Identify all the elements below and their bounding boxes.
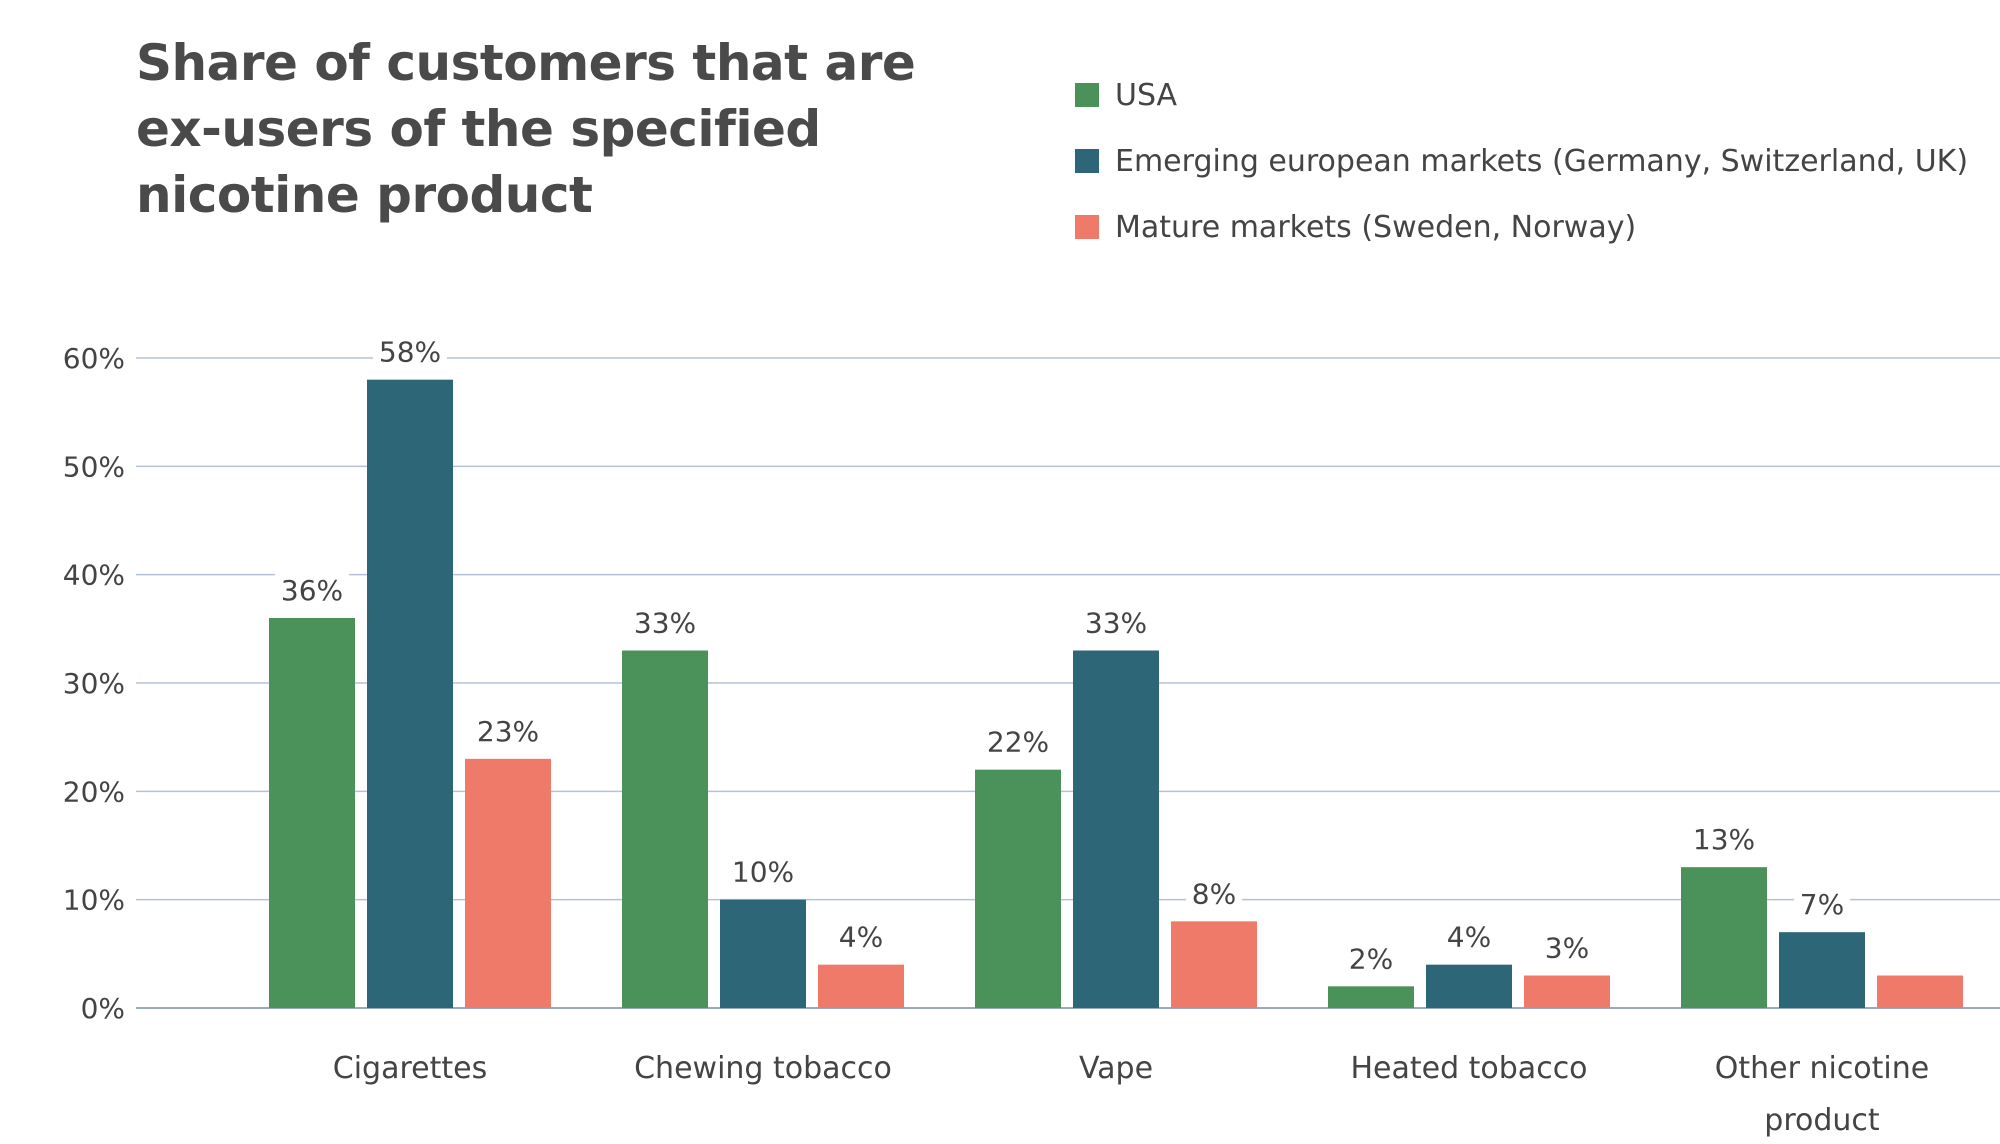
x-category-label: product (1764, 1103, 1880, 1138)
data-label-background (373, 331, 447, 372)
y-tick-label: 30% (63, 667, 125, 700)
data-label: 4% (839, 921, 883, 954)
legend-swatch-usa (1075, 83, 1099, 107)
data-label: 2% (1349, 942, 1393, 975)
legend: USA Emerging european markets (Germany, … (1075, 62, 1968, 260)
x-category-label: Heated tobacco (1350, 1051, 1587, 1086)
bar (1779, 932, 1865, 1008)
data-label: 10% (732, 856, 794, 889)
legend-swatch-mature-markets (1075, 215, 1099, 239)
bar (818, 964, 904, 1008)
y-tick-label: 10% (63, 884, 125, 917)
bar (465, 758, 551, 1008)
y-tick-label: 40% (63, 559, 125, 592)
data-label: 36% (281, 574, 343, 607)
bar (720, 899, 806, 1008)
x-category-label: Cigarettes (333, 1051, 487, 1086)
data-label: 23% (477, 715, 539, 748)
data-label: 33% (1085, 607, 1147, 640)
bar (1681, 867, 1767, 1008)
legend-label-emerging-markets: Emerging european markets (Germany, Swit… (1115, 143, 1969, 179)
legend-label-usa: USA (1115, 77, 1178, 113)
data-label: 33% (634, 607, 696, 640)
bar (269, 618, 355, 1008)
chart-title: Share of customers that are ex-users of … (136, 34, 916, 224)
data-label: 7% (1800, 888, 1844, 921)
data-label: 3% (1545, 932, 1589, 965)
data-label: 4% (1447, 921, 1491, 954)
data-label: 58% (379, 336, 441, 369)
data-label-background (275, 570, 349, 610)
legend-item-usa: USA (1075, 62, 1968, 128)
data-label-background (833, 916, 889, 957)
legend-swatch-emerging-markets (1075, 149, 1099, 173)
data-label: 22% (987, 726, 1049, 759)
x-category-label: Other nicotine (1715, 1051, 1929, 1086)
bar (367, 379, 453, 1009)
data-label-background (1441, 916, 1497, 957)
data-label-background (726, 851, 800, 892)
data-label-background (1687, 819, 1761, 860)
data-label: 13% (1693, 823, 1755, 856)
bar (975, 769, 1061, 1008)
bar (1524, 975, 1610, 1008)
legend-item-emerging-markets: Emerging european markets (Germany, Swit… (1075, 128, 1968, 194)
data-label-background (1343, 938, 1399, 979)
data-label-background (1186, 873, 1242, 914)
y-tick-label: 20% (63, 775, 125, 808)
bar (1877, 975, 1963, 1008)
y-tick-label: 60% (63, 342, 125, 375)
x-category-label: Chewing tobacco (634, 1051, 892, 1086)
data-label-background (981, 721, 1055, 762)
bar (622, 650, 708, 1008)
legend-label-mature-markets: Mature markets (Sweden, Norway) (1115, 209, 1637, 245)
data-label-background (471, 710, 545, 751)
data-label: 8% (1192, 877, 1236, 910)
bar (1328, 986, 1414, 1008)
bar (1171, 921, 1257, 1008)
x-category-label: Vape (1079, 1051, 1153, 1086)
bar (1426, 964, 1512, 1008)
data-label-background (1079, 602, 1153, 643)
data-label-background (628, 602, 702, 643)
y-tick-label: 50% (63, 450, 125, 483)
legend-item-mature-markets: Mature markets (Sweden, Norway) (1075, 194, 1968, 260)
bar (1073, 650, 1159, 1008)
data-label-background (1539, 927, 1595, 968)
data-label-background (1794, 884, 1850, 925)
y-tick-label: 0% (81, 992, 125, 1025)
